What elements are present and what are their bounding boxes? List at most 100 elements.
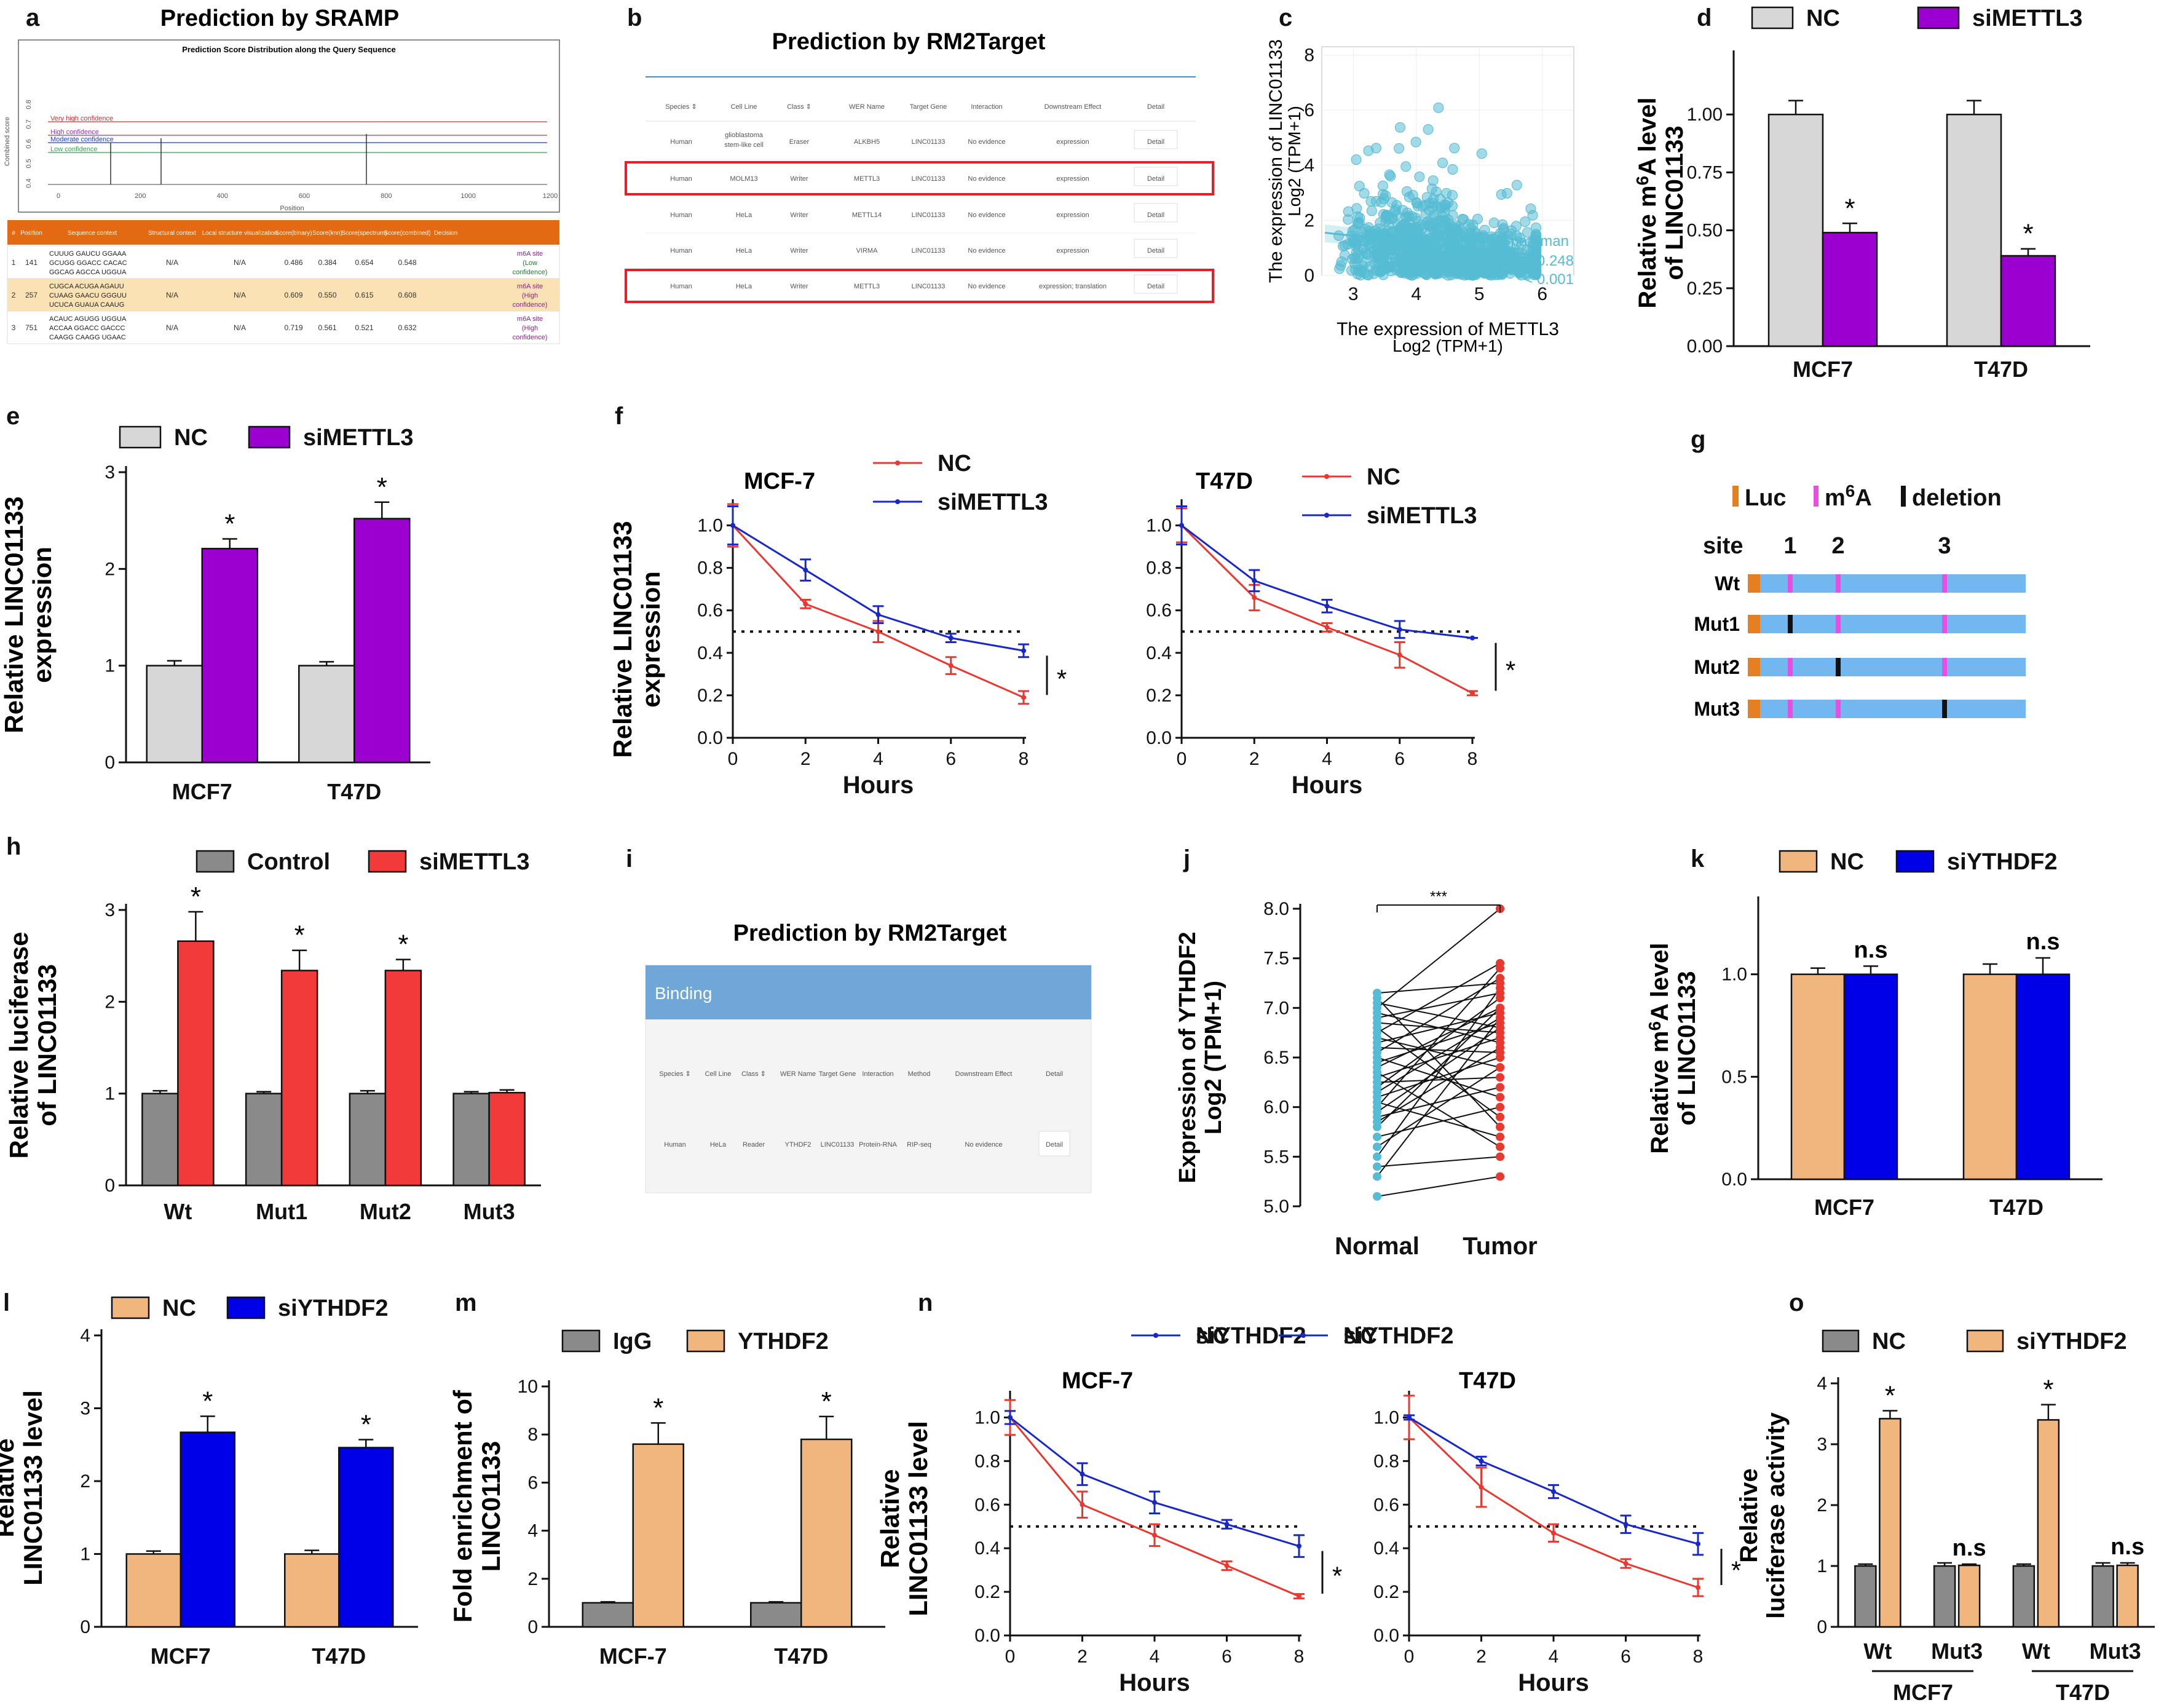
scatter-point: [1394, 224, 1405, 235]
bar-YTHDF2-T47D: [800, 1438, 853, 1628]
scatter-point: [1531, 229, 1541, 240]
sramp-xlabel: Position: [280, 205, 304, 212]
data-point: [1324, 625, 1330, 630]
data-point: [875, 612, 881, 617]
significance-label: *: [2023, 219, 2033, 249]
legend-label: NC: [1806, 6, 1840, 31]
bar-NC-Mut3: [2091, 1565, 2114, 1628]
binding-header-cell: Target Gene: [819, 1070, 856, 1078]
y-tick-label: 0.6: [1373, 1495, 1399, 1515]
pair-line: [1376, 1017, 1501, 1093]
decision-line: (Low: [523, 259, 537, 267]
scatter-point: [1520, 216, 1531, 227]
binding-cell: Reader: [743, 1141, 765, 1149]
binding-header-cell: Species ⇕: [659, 1070, 690, 1078]
bar-siYTHDF2-MCF7: [1843, 973, 1898, 1180]
scatter-point: [1431, 259, 1442, 270]
binding-cell: No evidence: [965, 1141, 1002, 1149]
luc-segment: [1748, 700, 1760, 718]
subplot-title: T47D: [1459, 1368, 1516, 1394]
table-header-cell: Sequence context: [68, 230, 117, 237]
binding-card-title: Binding: [655, 984, 712, 1003]
rm2-header-cell: Species ⇕: [665, 103, 697, 111]
y-tick-label: 1: [80, 1544, 90, 1565]
rm2-cell: HeLa: [736, 283, 752, 290]
y-axis-label: Fold enrichment ofLINC01133: [448, 1390, 505, 1623]
y-axis-label: Relative LINC01133expression: [0, 496, 57, 733]
y-tick-label: 0.2: [697, 686, 723, 706]
scatter-point: [1437, 157, 1448, 168]
y-tick-label: 0.5: [1721, 1067, 1747, 1087]
pair-line: [1376, 1176, 1501, 1197]
significance-label: n.s: [1953, 1535, 1986, 1561]
sramp-xtick: 1000: [460, 192, 475, 200]
legend-m6a-a: A: [1855, 485, 1871, 511]
legend-marker: [1153, 1333, 1158, 1338]
legend-label: NC: [938, 451, 971, 476]
bar-chart-e: e 0 1 2 3 * MCF7 * T47D NC siMETTL3 Relative LINC01…: [0, 403, 430, 804]
table-cell: 0.384: [318, 258, 336, 267]
y-tick-label: 10: [518, 1377, 538, 1397]
tumor-point: [1496, 989, 1504, 998]
category-label: Mut3: [2090, 1639, 2141, 1664]
table-cell: N/A: [234, 258, 246, 267]
legend-m6a-swatch: [1814, 486, 1818, 507]
rm2-cell: No evidence: [968, 212, 1005, 219]
y-axis-label-line: of LINC01133: [33, 964, 61, 1126]
detail-button[interactable]: [1134, 274, 1178, 294]
data-point: [1252, 578, 1257, 583]
legend-swatch-NC: [119, 425, 162, 449]
scatter-point: [1391, 200, 1402, 211]
data-point: [1297, 1543, 1301, 1549]
data-point: [1152, 1500, 1157, 1505]
tumor-point: [1496, 1112, 1504, 1121]
scatter-point: [1512, 258, 1523, 269]
binding-detail-button[interactable]: [1038, 1131, 1070, 1156]
sequence-line: CUAAG GAACU GGGUU: [49, 292, 127, 299]
bar-siMETTL3-MCF7: [201, 548, 258, 764]
detail-button[interactable]: [1134, 130, 1178, 149]
bar-IgG-T47D: [750, 1602, 802, 1628]
binding-cell: HeLa: [710, 1141, 727, 1149]
detail-button[interactable]: [1134, 167, 1178, 186]
x-axis-label: Hours: [1292, 772, 1363, 799]
regression-band: [1325, 224, 1536, 261]
scatter-point: [1475, 258, 1487, 269]
y-tick-label: 4: [1817, 1374, 1827, 1394]
detail-button[interactable]: [1134, 203, 1178, 223]
legend-label: YTHDF2: [738, 1329, 829, 1354]
x-tick-label: 4: [873, 749, 883, 769]
bar-siYTHDF2-T47D: [2015, 973, 2071, 1180]
significance-star: *: [1731, 1556, 1741, 1585]
x-axis-label: Hours: [1119, 1669, 1190, 1696]
scatter-point: [1428, 194, 1439, 205]
y-axis-label-line: Relative: [875, 1469, 904, 1568]
data-point: [1297, 1594, 1301, 1599]
significance-label: n.s: [1854, 937, 1888, 963]
y-axis-label-sup: 6: [1645, 1021, 1664, 1031]
site-number: 2: [1831, 533, 1844, 559]
table-cell: 0.561: [318, 323, 336, 332]
rm2-cell: Detail: [1147, 212, 1164, 219]
group-label: MCF7: [1893, 1680, 1953, 1705]
rm2-cell: expression: [1056, 138, 1089, 146]
detail-button[interactable]: [1134, 239, 1178, 258]
rm2-cell: expression: [1056, 175, 1089, 183]
scatter-point: [1501, 188, 1512, 199]
decision-line: m6A site: [517, 315, 543, 323]
rm2-cell: expression: [1056, 247, 1089, 255]
luc-segment: [1748, 658, 1760, 676]
y-tick-label: 1.00: [1687, 105, 1723, 125]
data-point: [1479, 1458, 1484, 1464]
x-axis-label: Hours: [1518, 1669, 1589, 1696]
bar-siYTHDF2-Wt: [1879, 1418, 1901, 1628]
sramp-plot-title: Prediction Score Distribution along the …: [182, 45, 395, 54]
bar-siMETTL3-Mut1: [280, 970, 318, 1187]
table-cell: 3: [12, 323, 16, 332]
normal-point: [1373, 1133, 1381, 1142]
scatter-point: [1506, 225, 1517, 236]
significance-star: *: [1332, 1561, 1342, 1590]
legend-marker: [1324, 474, 1329, 479]
tumor-point: [1496, 1093, 1504, 1102]
